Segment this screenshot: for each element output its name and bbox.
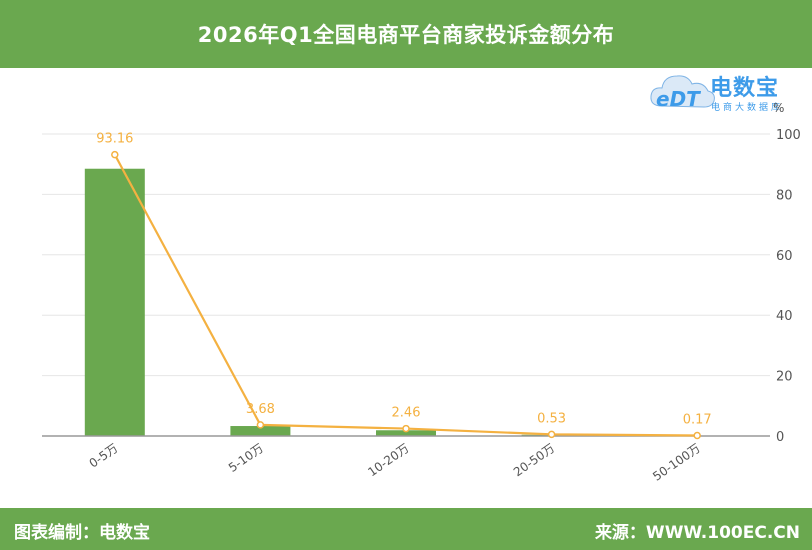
data-labels: 93.16 3.68 2.46 0.53 0.17: [96, 132, 711, 428]
data-label: 93.16: [96, 132, 133, 147]
x-tick-label: 50-100万: [650, 441, 703, 484]
x-tick-label: 20-50万: [511, 441, 557, 479]
y-axis-unit: %: [773, 101, 784, 115]
chart-svg: 0 20 40 60 80 100% 0-5万 5-10万 10-20万 20-50万 50-100…: [42, 101, 801, 484]
line-point: [693, 431, 701, 440]
logo-sub-text: 电商大数据库: [711, 103, 784, 113]
y-tick-label: 100: [776, 128, 801, 143]
gridlines: [42, 133, 770, 377]
y-tick-label: 20: [776, 370, 793, 385]
x-tick-label: 5-10万: [226, 441, 266, 475]
bar-series: [84, 168, 728, 437]
x-tick-label: 10-20万: [365, 441, 411, 479]
y-tick-label: 40: [776, 309, 793, 324]
footer-bar: 图表编制：电数宝 来源：WWW.100EC.CN: [0, 508, 812, 550]
bar: [84, 168, 145, 437]
line-path: [113, 154, 698, 437]
line-point: [111, 150, 119, 159]
logo: eDT 电数宝 电商大数据库: [648, 66, 798, 116]
data-label: 2.46: [392, 406, 421, 421]
cloud-logo-icon: eDT: [650, 75, 715, 111]
y-tick-label: 0: [776, 430, 784, 445]
chart-area: 0 20 40 60 80 100% 0-5万 5-10万 10-20万 20-50万 50-100…: [0, 68, 812, 508]
footer-source: 来源：WWW.100EC.CN: [594, 523, 800, 543]
line-point: [256, 421, 265, 429]
header-bar: 2026年Q1全国电商平台商家投诉金额分布: [0, 0, 812, 68]
line-point: [547, 430, 556, 439]
line-series: [111, 150, 701, 440]
line-point: [402, 424, 410, 433]
data-label: 3.68: [246, 402, 275, 417]
y-tick-label: 80: [776, 188, 793, 203]
footer-credit: 图表编制：电数宝: [14, 523, 150, 543]
chart-title: 2026年Q1全国电商平台商家投诉金额分布: [197, 23, 615, 47]
logo-mark: eDT: [656, 87, 701, 111]
y-tick-label: 60: [776, 249, 793, 264]
bar: [376, 430, 436, 436]
data-label: 0.53: [537, 411, 566, 426]
logo-main-text: 电数宝: [710, 76, 780, 101]
x-tick-label: 0-5万: [87, 441, 121, 471]
data-label: 0.17: [683, 412, 712, 427]
bar: [230, 426, 291, 436]
